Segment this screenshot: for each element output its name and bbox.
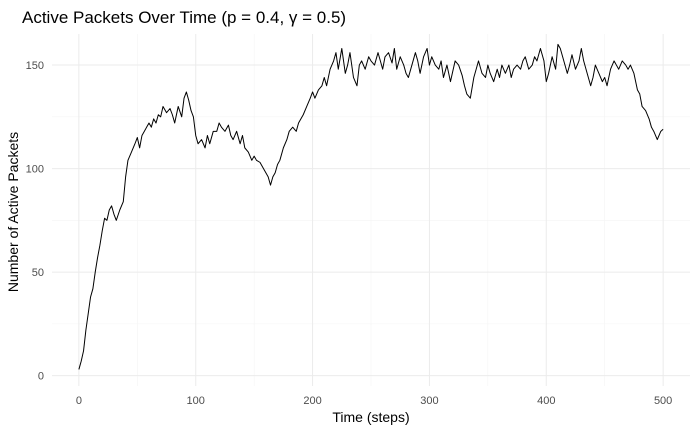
y-axis-title: Number of Active Packets bbox=[5, 132, 21, 292]
x-tick-labels: 0 100 200 300 400 500 bbox=[76, 395, 672, 407]
chart-title: Active Packets Over Time (p = 0.4, γ = 0… bbox=[22, 8, 346, 27]
y-tick-labels: 0 50 100 150 bbox=[26, 60, 44, 383]
x-axis-title: Time (steps) bbox=[332, 409, 409, 425]
x-tick-label: 200 bbox=[303, 395, 321, 407]
y-tick-label: 100 bbox=[26, 164, 44, 176]
x-tick-label: 0 bbox=[76, 395, 82, 407]
x-tick-label: 100 bbox=[187, 395, 205, 407]
y-tick-label: 0 bbox=[38, 371, 44, 383]
series-line bbox=[78, 43, 664, 370]
y-tick-label: 50 bbox=[32, 267, 44, 279]
x-tick-label: 400 bbox=[537, 395, 555, 407]
x-tick-label: 500 bbox=[654, 395, 672, 407]
y-tick-label: 150 bbox=[26, 60, 44, 72]
grid-lines bbox=[52, 34, 690, 386]
x-tick-label: 300 bbox=[420, 395, 438, 407]
